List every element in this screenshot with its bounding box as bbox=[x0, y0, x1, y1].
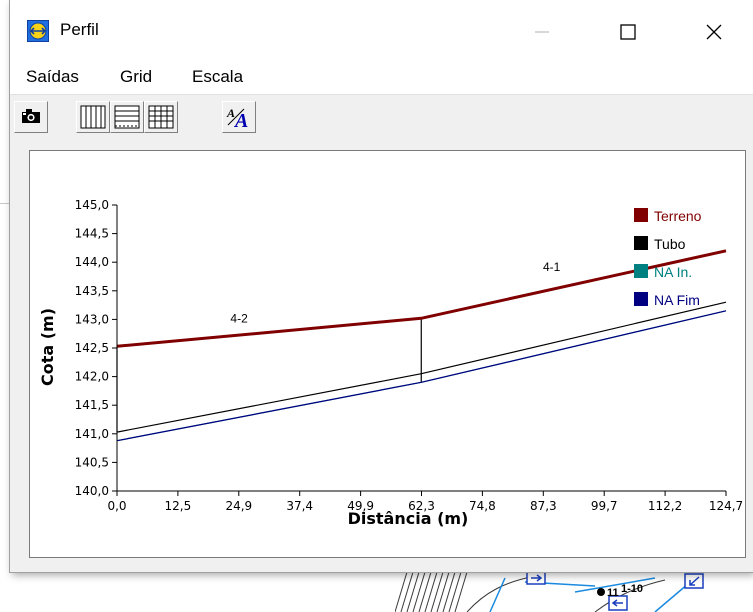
y-tick-label: 140,5 bbox=[75, 455, 109, 469]
y-tick-label: 141,5 bbox=[75, 398, 109, 412]
font-scale-button[interactable]: A A bbox=[222, 101, 256, 133]
snapshot-button[interactable] bbox=[14, 101, 48, 133]
profile-chart: 140,0 140,5 141,0 141,5 142,0 142,5 143,0 143,5… bbox=[30, 151, 745, 557]
x-tick-label: 124,7 bbox=[709, 499, 743, 513]
minimize-icon bbox=[534, 24, 550, 40]
x-tick-label: 24,9 bbox=[225, 499, 252, 513]
map-node-label: 11 bbox=[607, 587, 619, 599]
legend-swatch-terreno bbox=[634, 208, 648, 222]
y-axis-title: Cota (m) bbox=[38, 308, 57, 386]
segment-label: 4-1 bbox=[543, 260, 561, 274]
legend-label-na-fim: NA Fim bbox=[654, 292, 700, 308]
window-title: Perfil bbox=[60, 20, 99, 40]
legend-label-na-in: NA In. bbox=[654, 264, 692, 280]
y-tick-label: 142,5 bbox=[75, 341, 109, 355]
y-tick-label: 142,0 bbox=[75, 370, 109, 384]
x-tick-label: 0,0 bbox=[107, 499, 126, 513]
svg-text:A: A bbox=[226, 106, 235, 120]
background-map: 11 1-10 bbox=[395, 572, 753, 612]
full-grid-icon bbox=[145, 102, 177, 132]
y-tick-label: 144,0 bbox=[75, 255, 109, 269]
legend-swatch-tubo bbox=[634, 236, 648, 250]
y-tick-label: 143,0 bbox=[75, 312, 109, 326]
app-icon bbox=[27, 20, 49, 42]
menu-bar: Saídas Grid Escala bbox=[10, 62, 753, 94]
font-scale-icon: A A bbox=[223, 102, 255, 132]
y-tick-label: 143,5 bbox=[75, 284, 109, 298]
map-node-label: 1-10 bbox=[621, 583, 643, 595]
y-tick-label: 144,5 bbox=[75, 227, 109, 241]
legend-label-tubo: Tubo bbox=[654, 236, 686, 252]
x-tick-label: 74,8 bbox=[469, 499, 496, 513]
segment-label: 4-2 bbox=[230, 311, 248, 325]
full-grid-button[interactable] bbox=[144, 101, 178, 133]
background-divider bbox=[0, 203, 10, 204]
x-tick-label: 87,3 bbox=[530, 499, 557, 513]
horizontal-grid-button[interactable] bbox=[110, 101, 144, 133]
profile-chart-area: 140,0 140,5 141,0 141,5 142,0 142,5 143,0 143,5… bbox=[29, 150, 746, 558]
maximize-icon bbox=[619, 23, 637, 41]
close-icon bbox=[705, 23, 723, 41]
x-tick-label: 37,4 bbox=[286, 499, 313, 513]
toolbar: A A bbox=[10, 94, 753, 143]
menu-saidas[interactable]: Saídas bbox=[26, 67, 79, 87]
minimize-button[interactable] bbox=[518, 8, 566, 56]
camera-icon bbox=[15, 102, 47, 132]
x-tick-label: 12,5 bbox=[165, 499, 192, 513]
menu-grid[interactable]: Grid bbox=[120, 67, 152, 87]
menu-escala[interactable]: Escala bbox=[192, 67, 243, 87]
vertical-grid-icon bbox=[77, 102, 109, 132]
legend-swatch-na-fim bbox=[634, 292, 648, 306]
x-tick-label: 99,7 bbox=[591, 499, 618, 513]
y-tick-label: 140,0 bbox=[75, 484, 109, 498]
y-tick-label: 145,0 bbox=[75, 198, 109, 212]
legend-swatch-na-in bbox=[634, 264, 648, 278]
close-button[interactable] bbox=[690, 8, 738, 56]
svg-text:A: A bbox=[233, 110, 248, 132]
title-bar[interactable]: Perfil bbox=[10, 0, 753, 62]
horizontal-grid-icon bbox=[111, 102, 143, 132]
y-tick-label: 141,0 bbox=[75, 427, 109, 441]
maximize-button[interactable] bbox=[604, 8, 652, 56]
perfil-window: Perfil Saídas Grid Escala bbox=[10, 0, 753, 572]
x-axis-title: Distância (m) bbox=[348, 509, 469, 528]
x-tick-label: 112,2 bbox=[648, 499, 682, 513]
legend-label-terreno: Terreno bbox=[654, 208, 702, 224]
vertical-grid-button[interactable] bbox=[76, 101, 110, 133]
